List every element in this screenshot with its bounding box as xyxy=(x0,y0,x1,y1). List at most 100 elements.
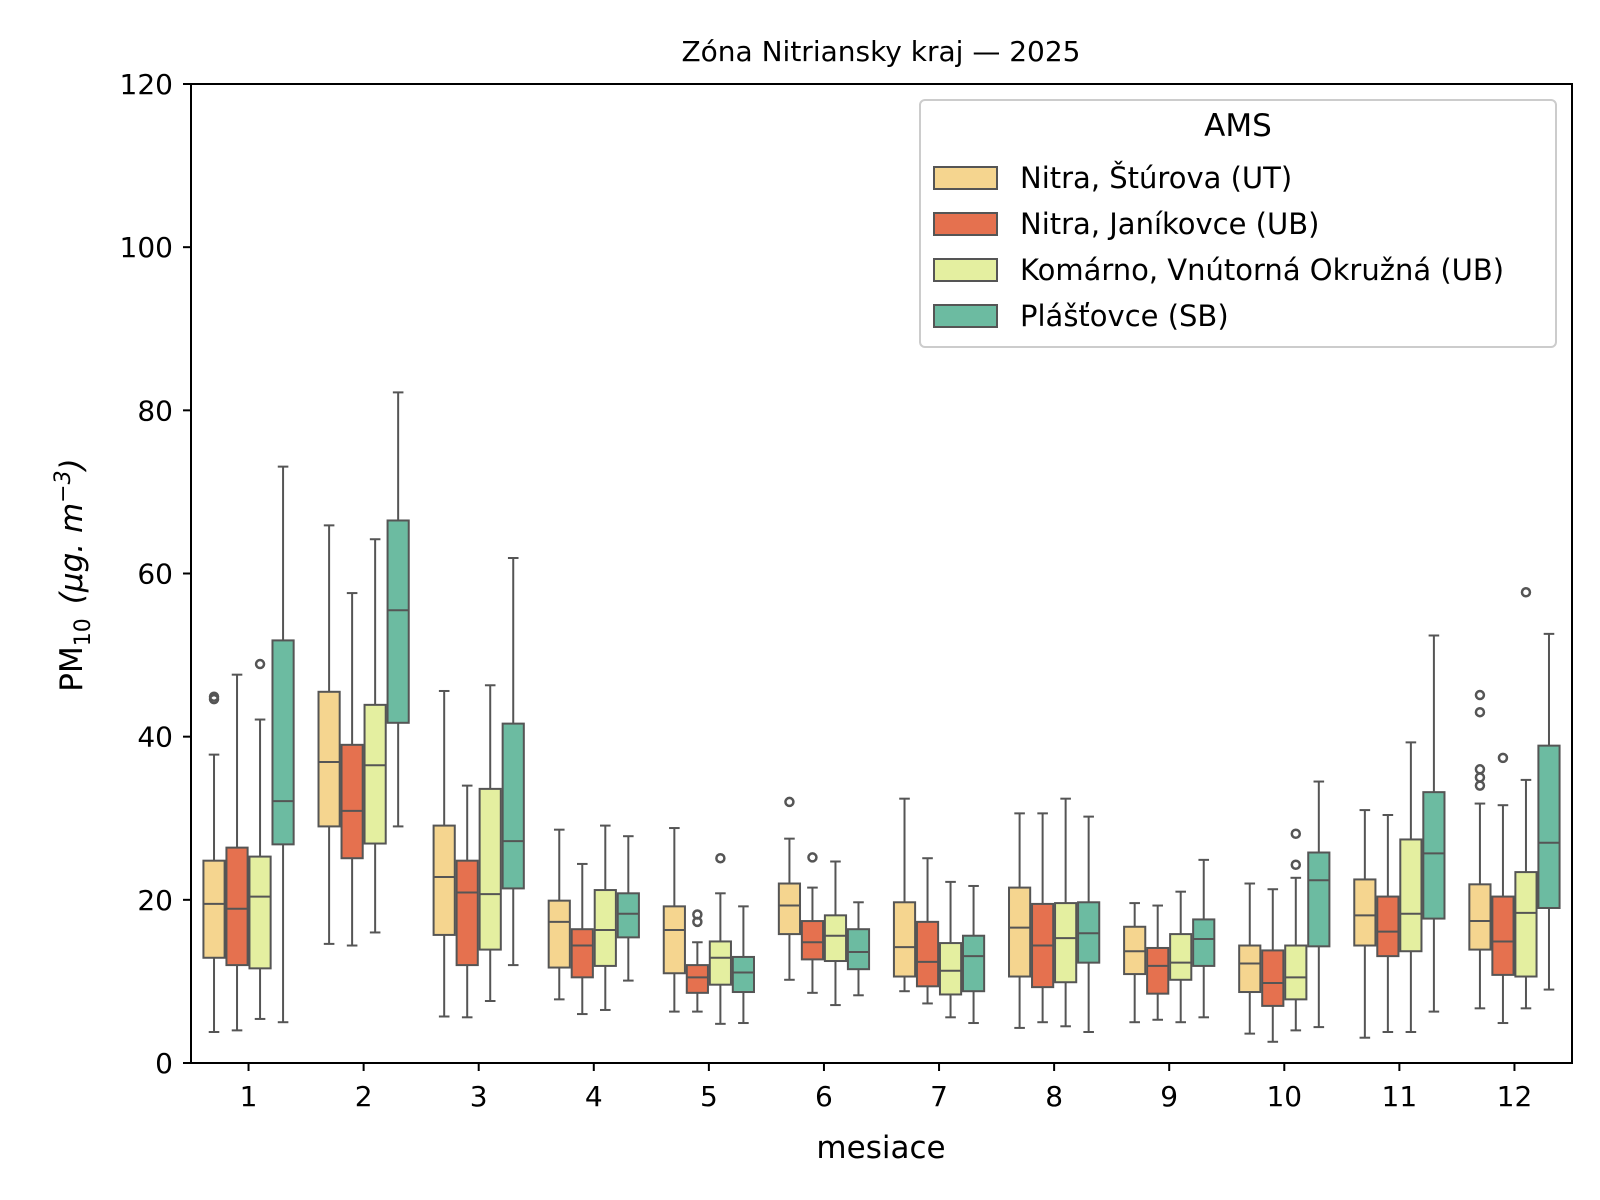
y-axis-label-unit-open: (μg. m xyxy=(54,503,90,604)
box-1-month-9 xyxy=(1123,902,1147,1024)
iqr-box xyxy=(386,519,410,724)
outlier-point xyxy=(1290,828,1302,840)
box-2-month-4 xyxy=(570,862,594,1016)
outlier-point xyxy=(1520,587,1532,598)
box-2-month-7 xyxy=(915,857,940,1005)
iqr-box xyxy=(731,955,755,994)
x-tick-label: 1 xyxy=(240,1080,258,1113)
iqr-box xyxy=(1537,744,1561,909)
outlier-point xyxy=(1497,752,1509,764)
box-1-month-3 xyxy=(432,689,456,1018)
legend-title: AMS xyxy=(1204,108,1272,144)
x-tick-label: 10 xyxy=(1266,1080,1302,1113)
y-axis-label-sub: 10 xyxy=(71,618,96,646)
iqr-box xyxy=(547,899,571,969)
box-3-month-7 xyxy=(938,880,963,1019)
box-4-month-12 xyxy=(1537,632,1561,991)
box-3-month-8 xyxy=(1054,797,1078,1028)
iqr-box xyxy=(915,920,940,988)
outlier-point xyxy=(1474,706,1486,718)
chart-title: Zóna Nitriansky kraj — 2025 xyxy=(681,35,1080,68)
box-3-month-9 xyxy=(1169,890,1193,1024)
iqr-box xyxy=(1261,949,1285,1007)
iqr-box xyxy=(1238,944,1262,994)
iqr-box xyxy=(271,639,295,846)
iqr-box xyxy=(708,940,732,986)
box-1-month-4 xyxy=(547,828,571,1001)
box-1-month-10 xyxy=(1238,882,1262,1035)
legend-item: Nitra, Janíkovce (UB) xyxy=(933,207,1319,241)
legend-frame xyxy=(919,99,1557,348)
y-tick-label: 80 xyxy=(137,394,173,427)
legend-item: Plášťovce (SB) xyxy=(933,299,1229,333)
iqr-box xyxy=(1353,878,1377,947)
iqr-box xyxy=(1169,933,1193,981)
iqr-box xyxy=(202,859,226,959)
iqr-box xyxy=(1054,902,1078,984)
x-axis: 1 2 3 4 5 6 7 8 9 10 11 12 xyxy=(240,1063,1532,1113)
box-1-month-8 xyxy=(1008,812,1032,1029)
outlier-point xyxy=(692,909,703,920)
box-2-month-6 xyxy=(800,852,825,994)
y-axis-label-unit-exp: −3 xyxy=(51,470,76,502)
legend: AMS Nitra, Štúrova (UT) Nitra, Janíkovce … xyxy=(919,99,1557,348)
iqr-box xyxy=(662,905,686,975)
iqr-box xyxy=(685,964,709,994)
legend-item: Nitra, Štúrova (UT) xyxy=(933,161,1292,195)
box-2-month-5 xyxy=(685,909,709,1013)
iqr-box xyxy=(1468,883,1492,951)
iqr-box xyxy=(1008,886,1032,978)
box-3-month-10 xyxy=(1284,828,1308,1032)
iqr-box xyxy=(478,787,502,951)
box-1-month-11 xyxy=(1353,809,1377,1039)
y-tick-label: 120 xyxy=(120,68,173,101)
box-4-month-5 xyxy=(731,905,755,1025)
x-axis-label: mesiace xyxy=(816,1130,945,1166)
iqr-box xyxy=(225,846,249,967)
legend-swatch xyxy=(933,258,998,282)
iqr-box xyxy=(432,824,456,936)
box-2-month-10 xyxy=(1261,888,1285,1043)
legend-label: Nitra, Janíkovce (UB) xyxy=(1020,207,1319,241)
y-tick-label: 0 xyxy=(155,1047,173,1080)
iqr-box xyxy=(1514,871,1538,978)
iqr-box xyxy=(961,934,986,993)
box-4-month-7 xyxy=(961,884,986,1025)
box-2-month-2 xyxy=(340,592,364,947)
legend-label: Nitra, Štúrova (UT) xyxy=(1020,161,1292,195)
box-1-month-7 xyxy=(892,797,917,993)
iqr-box xyxy=(1192,918,1216,967)
box-2-month-9 xyxy=(1146,904,1170,1021)
iqr-box xyxy=(501,722,525,890)
legend-label: Komárno, Vnútorná Okružná (UB) xyxy=(1020,253,1504,287)
iqr-box xyxy=(892,901,917,978)
x-tick-label: 3 xyxy=(470,1080,488,1113)
outlier-point xyxy=(254,658,266,670)
box-1-month-1 xyxy=(202,691,226,1033)
y-axis-label-main: PM xyxy=(54,646,90,691)
box-1-month-2 xyxy=(317,524,341,945)
box-1-month-6 xyxy=(777,796,802,981)
iqr-box xyxy=(823,914,848,963)
outlier-point xyxy=(1474,689,1486,701)
box-4-month-3 xyxy=(501,556,525,967)
box-layer xyxy=(202,391,1561,1043)
x-tick-label: 4 xyxy=(585,1080,603,1113)
box-3-month-12 xyxy=(1514,587,1538,1010)
iqr-box xyxy=(1307,851,1331,948)
outlier-point xyxy=(1474,780,1486,791)
outlier-point xyxy=(807,852,818,863)
box-4-month-9 xyxy=(1192,858,1216,1019)
outlier-point xyxy=(715,852,726,864)
box-4-month-4 xyxy=(616,835,640,982)
x-tick-label: 11 xyxy=(1382,1080,1418,1113)
iqr-box xyxy=(846,928,871,971)
iqr-box xyxy=(1284,944,1308,1001)
iqr-box xyxy=(616,892,640,939)
iqr-box xyxy=(1422,791,1446,920)
outlier-point xyxy=(1290,859,1302,871)
outlier-point xyxy=(208,691,220,702)
box-3-month-6 xyxy=(823,860,848,1007)
box-4-month-6 xyxy=(846,901,871,997)
